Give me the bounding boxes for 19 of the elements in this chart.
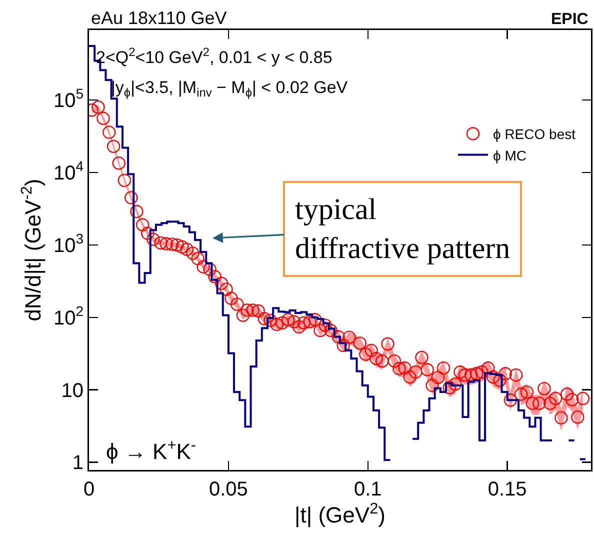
text: EPIC	[551, 11, 589, 28]
x-tick-label: 0.15	[488, 478, 527, 500]
y-tick-label: 10$^{4}$	[53, 158, 84, 185]
y-tick-label: 10	[61, 380, 84, 402]
y-tick-label: 10$^{3}$	[53, 230, 84, 257]
legend-label: ϕ RECO best	[492, 126, 576, 142]
legend-label: ϕ MC	[492, 147, 526, 164]
annotation: ϕ → K$^{+}$K$^{-}$	[106, 437, 196, 464]
x-tick-label: 0.05	[208, 478, 248, 500]
x-axis-title: |t| (GeV$^{2}$)	[294, 500, 386, 528]
annotation: 2<Q$^{2}$<10 GeV$^{2}$, 0.01 < y < 0.85	[96, 45, 332, 68]
y-tick-label: 10$^{2}$	[53, 302, 84, 330]
text: eAu 18x110 GeV	[91, 8, 227, 28]
annotation: |y$_{ϕ}$|<3.5, |M$_{inv}$ − M$_{ϕ}$| < 0.02 GeV	[111, 78, 348, 100]
x-tick-label: 0.1	[354, 478, 382, 500]
y-tick-label: 10$^{5}$	[53, 86, 84, 112]
x-tick-label: 0	[83, 478, 95, 500]
annotation: typical diffractive pattern	[295, 193, 510, 265]
y-tick-label: 1	[72, 452, 84, 474]
